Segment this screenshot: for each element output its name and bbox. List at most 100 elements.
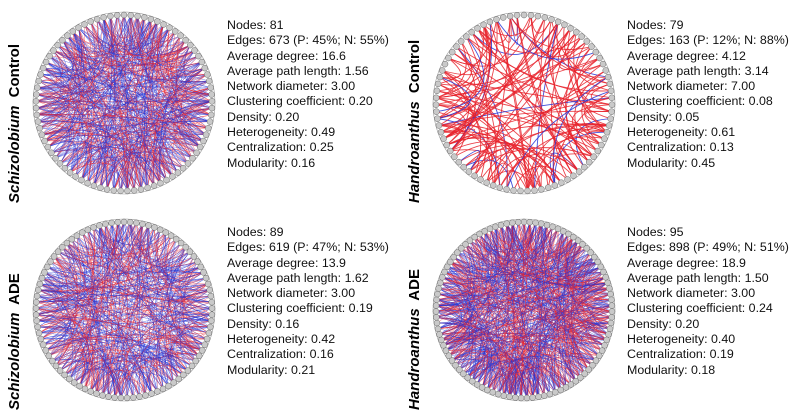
positive-edge: [179, 261, 201, 277]
network-node: [160, 21, 167, 28]
positive-edge: [47, 266, 200, 356]
negative-edge: [436, 256, 595, 306]
network-node: [208, 311, 216, 318]
network-node: [151, 224, 158, 231]
positive-edge: [36, 301, 91, 389]
network-node: [110, 187, 118, 194]
negative-edge: [39, 331, 158, 392]
panel-label-group: Control: [406, 40, 423, 93]
positive-edge: [69, 222, 119, 380]
negative-edge: [57, 44, 155, 186]
negative-edge: [560, 271, 604, 391]
positive-edge: [444, 252, 479, 282]
network-node: [46, 52, 53, 60]
network-node: [460, 163, 467, 171]
negative-edge: [117, 222, 203, 351]
positive-edge: [437, 19, 497, 85]
network-statistics: Nodes: 95 Edges: 898 (P: 49%; N: 51%) Av…: [627, 225, 789, 378]
network-node: [35, 77, 43, 85]
network-node: [191, 47, 198, 54]
network-node: [434, 115, 441, 122]
positive-edge: [574, 70, 607, 157]
negative-edge: [557, 231, 589, 370]
negative-edge: [38, 67, 205, 88]
negative-edge: [439, 228, 497, 335]
positive-edge: [105, 223, 146, 396]
network-node: [150, 182, 158, 189]
positive-edge: [445, 350, 533, 398]
network-node: [207, 323, 214, 331]
network-node: [163, 176, 170, 184]
positive-edge: [71, 235, 172, 255]
positive-edge: [498, 288, 610, 395]
network-node: [120, 218, 128, 226]
negative-edge: [43, 67, 75, 173]
network-node: [437, 279, 444, 287]
negative-edge: [43, 67, 204, 142]
positive-edge: [163, 35, 207, 135]
network-node: [107, 12, 114, 20]
positive-edge: [69, 107, 212, 173]
positive-edge: [573, 317, 612, 374]
positive-edge: [72, 31, 191, 60]
negative-edge: [36, 320, 115, 398]
network-node: [458, 245, 465, 252]
positive-edge: [38, 247, 186, 292]
negative-edge: [170, 80, 210, 148]
network-node: [601, 342, 608, 349]
network-node: [175, 375, 182, 383]
negative-edge: [138, 223, 146, 396]
positive-edge: [451, 226, 553, 361]
network-node: [59, 36, 66, 44]
positive-edge: [93, 167, 167, 186]
negative-edge: [563, 237, 576, 382]
negative-edge: [93, 15, 132, 186]
negative-edge: [53, 50, 108, 190]
network-node: [561, 21, 568, 29]
negative-edge: [96, 19, 152, 45]
network-node: [103, 186, 111, 193]
positive-edge: [39, 277, 62, 289]
positive-edge: [75, 27, 89, 177]
network-node: [510, 187, 517, 194]
negative-edge: [48, 256, 195, 356]
positive-edge: [147, 101, 213, 188]
stat-heterogeneity: Heterogeneity: 0.40: [627, 332, 736, 347]
positive-edge: [443, 335, 593, 366]
negative-edge: [438, 231, 564, 289]
network-graph: [26, 4, 222, 202]
positive-edge: [69, 162, 142, 190]
network-node: [434, 290, 441, 298]
network-node: [96, 222, 103, 229]
positive-edge: [435, 104, 477, 140]
positive-edge: [69, 162, 135, 191]
negative-edge: [443, 240, 475, 346]
negative-edge: [445, 305, 612, 351]
negative-edge: [49, 55, 84, 173]
network-node: [607, 290, 614, 298]
network-node: [187, 41, 194, 49]
network-node: [193, 149, 200, 157]
network-panel: Schizolobium Control Nodes: 81 Edges: 67…: [0, 0, 400, 206]
positive-edge: [477, 24, 492, 45]
positive-edge: [436, 41, 467, 99]
positive-edge: [563, 24, 612, 92]
network-node: [499, 14, 507, 21]
stat-average-degree: Average degree: 4.12: [627, 48, 746, 63]
panel-label: Handroanthus ADE: [402, 207, 426, 413]
positive-edge: [557, 228, 607, 341]
network-node: [432, 302, 440, 309]
positive-edge: [530, 15, 590, 163]
network-node: [433, 87, 441, 95]
negative-edge: [35, 24, 164, 102]
panel-label-species: Schizolobium: [6, 106, 23, 204]
positive-edge: [446, 136, 542, 190]
panel-label: Schizolobium Control: [2, 0, 26, 206]
positive-edge: [552, 305, 612, 393]
network-node: [182, 36, 189, 44]
network-node: [606, 80, 614, 88]
positive-edge: [496, 16, 512, 43]
negative-edge: [62, 19, 152, 49]
negative-edge: [445, 244, 583, 351]
network-node: [557, 386, 564, 394]
